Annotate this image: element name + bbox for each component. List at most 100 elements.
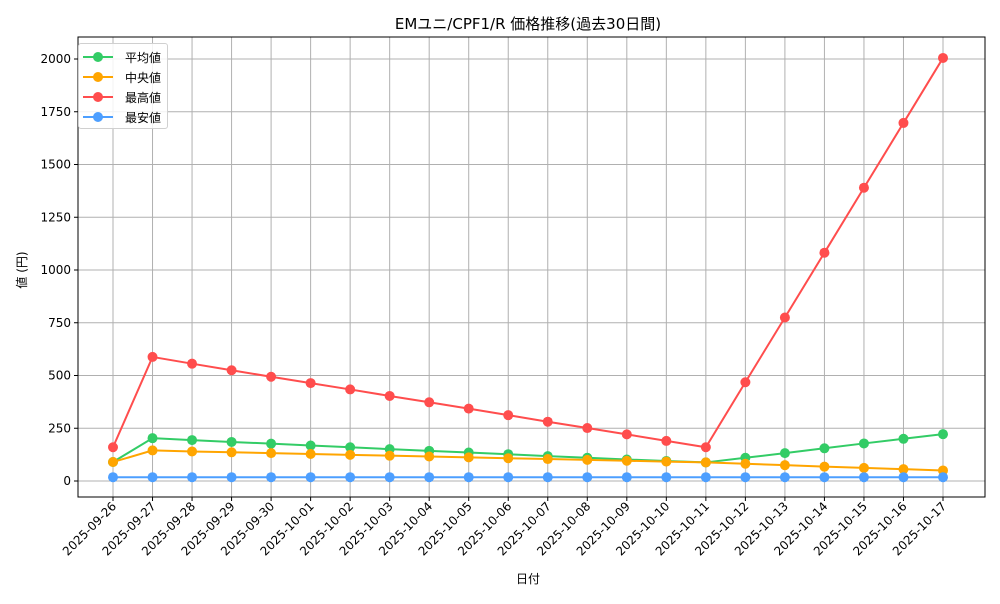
data-point (779, 472, 790, 483)
data-point (226, 365, 237, 376)
y-tick-label: 500 (48, 369, 71, 383)
data-point (226, 447, 237, 458)
data-point (858, 472, 869, 483)
series-line (112, 449, 944, 472)
data-point (938, 472, 948, 483)
data-point (503, 472, 514, 483)
y-tick-label: 250 (48, 421, 71, 435)
data-point (661, 456, 672, 467)
data-point (582, 423, 593, 434)
legend-item: 最安値 (79, 107, 167, 127)
data-point (345, 442, 356, 453)
data-point (305, 448, 316, 459)
data-point (898, 433, 909, 444)
data-point (147, 351, 158, 362)
data-point (661, 435, 672, 446)
data-point (384, 450, 395, 461)
data-point (187, 446, 198, 457)
data-point (621, 429, 632, 440)
data-point (266, 438, 277, 449)
series-2 (108, 52, 948, 453)
legend-item: 平均値 (79, 47, 167, 67)
data-point (503, 453, 514, 464)
data-point (700, 457, 711, 468)
y-tick-label: 750 (48, 316, 71, 330)
data-point (305, 472, 316, 483)
legend-item: 最高値 (79, 87, 167, 107)
data-point (779, 460, 790, 471)
data-point (542, 454, 553, 465)
y-tick-label: 0 (63, 474, 71, 488)
plot-frame (77, 36, 986, 498)
data-point (345, 449, 356, 460)
data-point (463, 452, 474, 463)
legend-marker-icon (83, 87, 117, 107)
series-1 (108, 445, 948, 476)
data-point (898, 472, 909, 483)
data-point (305, 378, 316, 389)
data-point (898, 464, 909, 475)
data-point (858, 462, 869, 473)
data-point (384, 472, 395, 483)
legend: 平均値中央値 最高値最安値 (78, 43, 168, 129)
legend-marker-icon (83, 67, 117, 87)
data-point (266, 472, 277, 483)
legend-item: 中央値 (79, 67, 167, 87)
data-point (779, 448, 790, 459)
data-point (187, 435, 198, 446)
y-axis-ticks: 0 250 500 750 1000 1250 1500 1750 2000 (40, 52, 78, 488)
data-point (147, 445, 158, 456)
legend-marker-icon (83, 107, 117, 127)
data-point (582, 472, 593, 483)
data-point (108, 442, 118, 453)
y-tick-label: 1750 (40, 105, 71, 119)
data-point (542, 472, 553, 483)
data-point (938, 429, 948, 440)
data-point (938, 52, 948, 63)
data-point (779, 312, 790, 323)
x-axis-label: 日付 (516, 572, 540, 586)
y-axis-label: 値 (円) (14, 251, 29, 288)
data-point (740, 472, 751, 483)
data-point (345, 472, 356, 483)
data-point (582, 454, 593, 465)
x-axis-ticks: 2025-09-262025-09-272025-09-282025-09-29… (60, 497, 949, 558)
data-point (266, 371, 277, 382)
data-point (187, 472, 198, 483)
data-point (424, 451, 435, 462)
data-point (858, 438, 869, 449)
data-point (621, 455, 632, 466)
legend-label: 平均値 (125, 50, 162, 65)
data-point (384, 390, 395, 401)
data-point (463, 403, 474, 414)
data-point (700, 442, 711, 453)
data-point (147, 433, 158, 444)
data-point (147, 472, 158, 483)
data-point (226, 472, 237, 483)
series-layer (108, 52, 948, 483)
data-point (621, 472, 632, 483)
y-tick-label: 1500 (40, 158, 71, 172)
legend-label: 最安値 (125, 110, 162, 125)
data-point (424, 472, 435, 483)
data-point (740, 458, 751, 469)
data-point (819, 443, 830, 454)
data-point (266, 448, 277, 459)
series-line (112, 433, 944, 464)
data-point (226, 436, 237, 447)
data-point (463, 472, 474, 483)
data-point (661, 472, 672, 483)
data-point (898, 117, 909, 128)
data-point (108, 472, 118, 483)
data-point (503, 410, 514, 421)
grid-lines (78, 37, 985, 497)
data-point (187, 358, 198, 369)
data-point (108, 457, 118, 468)
y-tick-label: 1000 (40, 263, 71, 277)
data-point (542, 416, 553, 427)
series-line (112, 57, 944, 449)
series-3 (108, 472, 948, 483)
data-point (345, 384, 356, 395)
